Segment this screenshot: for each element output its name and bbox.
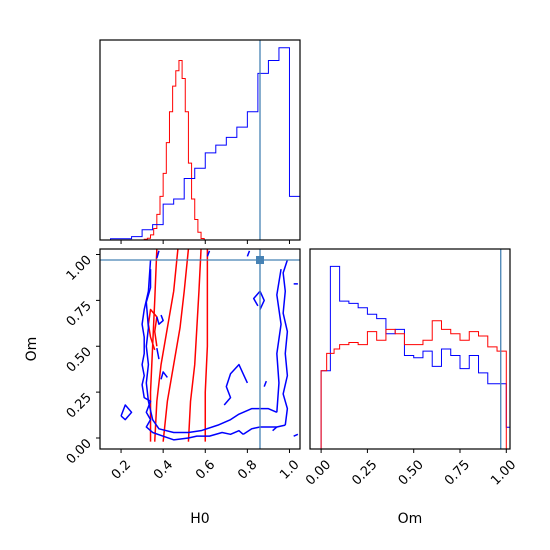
truth-marker <box>256 256 264 265</box>
contour-series-1-line-9 <box>156 347 160 360</box>
om-hist-xtick-label-3: 0.75 <box>442 457 473 488</box>
contour-series-1-line-1 <box>242 424 286 435</box>
contour-series-0-line-2 <box>187 249 202 442</box>
contour-series-1-line-3 <box>145 269 278 434</box>
contour-series-1-line-10 <box>160 371 168 380</box>
om-xlabel: Om <box>398 511 423 527</box>
om-hist-frame <box>309 248 511 450</box>
h0-xlabel: H0 <box>190 511 209 527</box>
contour-xtick-label-1: 0.4 <box>151 457 176 482</box>
h0-hist-series-0 <box>143 60 205 240</box>
om-histogram-panel: 0.00 0.25 0.50 0.75 1.00 Om <box>303 248 519 527</box>
contour-xtick-label-3: 0.8 <box>235 457 260 482</box>
om-hist-xtick-label-0: 0.00 <box>303 457 334 488</box>
contour-series-1-line-0 <box>141 259 244 441</box>
h0-hist-frame <box>99 39 301 241</box>
contour-series-0-line-0 <box>162 249 190 442</box>
om-ylabel: Om <box>24 337 40 362</box>
contour-series-0-line-4 <box>204 249 209 442</box>
contour-ytick-label-0: 0.00 <box>64 436 95 467</box>
contour-series-1-line-13 <box>263 380 268 387</box>
contour-series-1-line-2 <box>282 259 289 426</box>
contour-ytick-label-2: 0.50 <box>64 344 95 375</box>
contour-xtick-label-2: 0.6 <box>193 457 218 482</box>
contour-ytick-label-3: 0.75 <box>64 299 95 330</box>
contour-xtick-label-0: 0.2 <box>109 457 134 482</box>
contour-series-1-line-5 <box>223 363 249 406</box>
contour-series-0-line-1 <box>153 249 179 442</box>
contour-series-1-line-7 <box>120 404 133 421</box>
contour-series-1-line-14 <box>272 426 278 432</box>
contour-series-1-line-6 <box>252 290 265 310</box>
contour-series-0-line-5 <box>147 308 158 351</box>
h0-histogram-panel <box>99 39 301 244</box>
om-hist-series-1 <box>320 320 507 449</box>
h0-hist-series-1 <box>110 47 300 240</box>
contour-series-1-line-12 <box>246 250 251 257</box>
contour-ytick-label-1: 0.25 <box>64 390 95 421</box>
contour-series-1-line-8 <box>156 314 164 325</box>
contour-xtick-label-4: 1.0 <box>277 457 302 482</box>
contour-panel: 0.2 0.4 0.6 0.8 1.0 0.00 0.25 0.50 0.75 1.00 H0 Om <box>24 248 303 527</box>
om-hist-xtick-label-2: 0.50 <box>396 457 427 488</box>
om-hist-series-0 <box>310 265 510 449</box>
contour-ytick-label-4: 1.00 <box>64 253 95 284</box>
om-hist-xtick-label-1: 0.25 <box>349 457 380 488</box>
contour-series-1-line-4 <box>276 269 282 413</box>
contour-series-1-line-15 <box>293 433 299 437</box>
contour-frame <box>99 248 301 450</box>
contour-series-1-line-11 <box>206 250 211 257</box>
om-hist-xtick-label-4: 1.00 <box>488 457 519 488</box>
contour-series-1-line-17 <box>156 250 160 259</box>
